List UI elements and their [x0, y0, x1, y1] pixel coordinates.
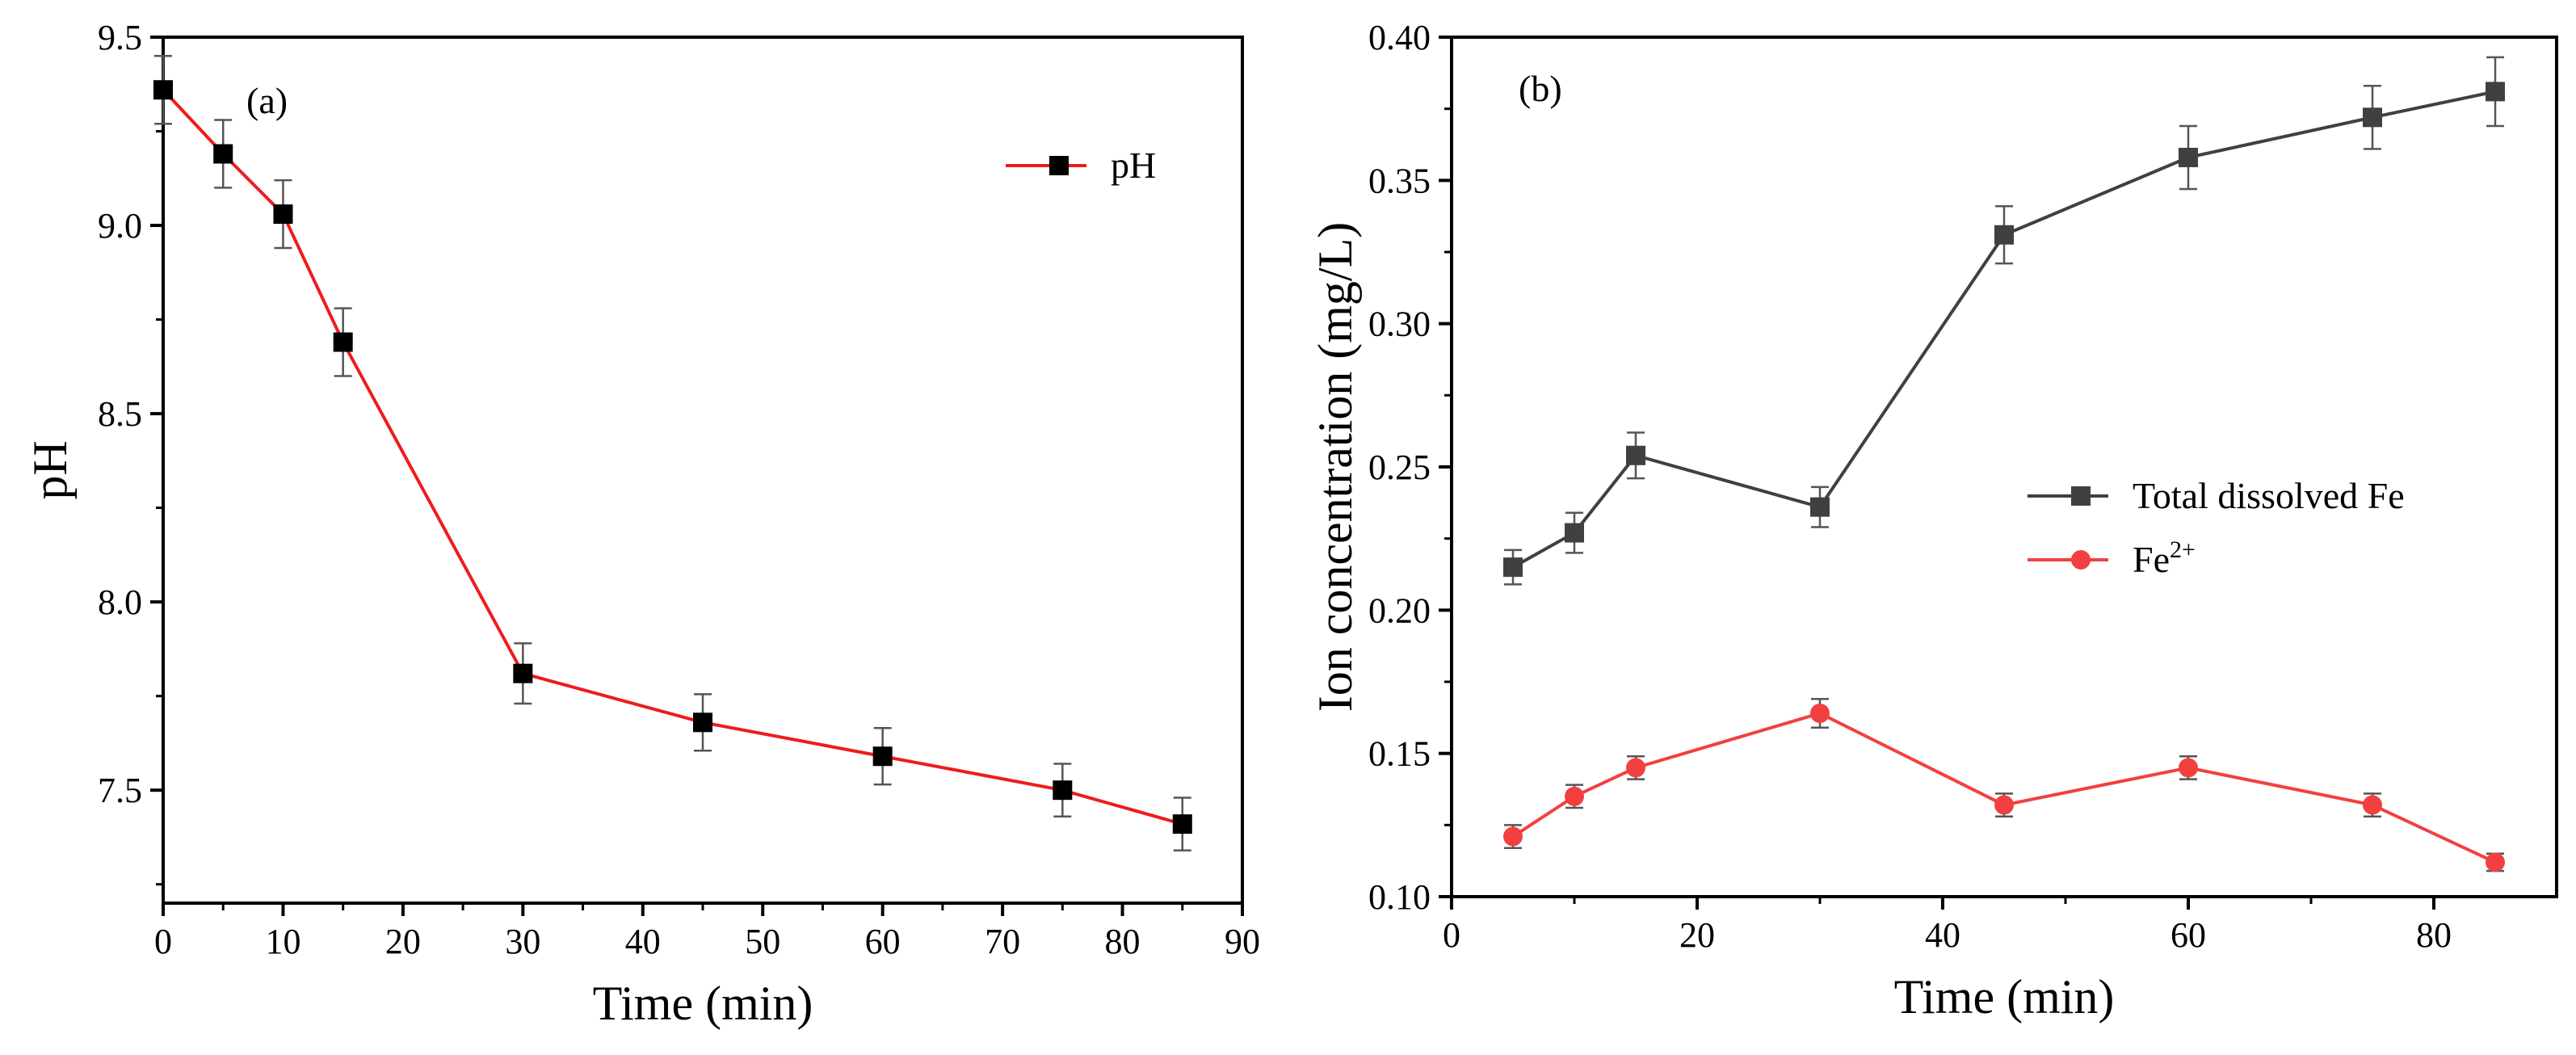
- data-point: [513, 663, 533, 683]
- legend-label: Fe2+: [2133, 536, 2196, 580]
- legend-marker: [1049, 156, 1069, 175]
- series-line: [1511, 711, 2496, 864]
- data-point: [2179, 147, 2198, 167]
- x-tick-label: 40: [1925, 915, 1960, 955]
- y-tick-label: 0.25: [1368, 448, 1431, 487]
- y-tick-label: 0.35: [1368, 161, 1431, 200]
- y-tick-label: 9.0: [98, 206, 142, 246]
- y-tick-label: 0.10: [1368, 877, 1431, 917]
- y-tick-label: 0.15: [1368, 734, 1431, 774]
- legend-marker: [2071, 550, 2091, 570]
- y-axis-label: pH: [23, 440, 77, 499]
- data-point: [213, 144, 233, 164]
- x-tick-label: 30: [505, 922, 540, 961]
- x-axis-label: Time (min): [1894, 970, 2115, 1023]
- legend-label: pH: [1111, 145, 1156, 186]
- x-tick-label: 20: [385, 922, 421, 961]
- x-tick-label: 90: [1225, 922, 1260, 961]
- y-tick-label: 0.40: [1368, 18, 1431, 57]
- x-tick-label: 70: [985, 922, 1020, 961]
- data-point: [1626, 758, 1645, 778]
- data-point: [1565, 523, 1584, 543]
- legend-entry: Total dissolved Fe: [2028, 475, 2405, 516]
- data-point: [333, 332, 353, 352]
- x-tick-label: 0: [154, 922, 172, 961]
- panel-b-chart: 0 20 40 60 80 0.10 0.15 0.20 0.25 0.30 0.35 0.40 Tim…: [1309, 18, 2558, 1023]
- data-point: [1565, 786, 1584, 806]
- x-tick-label: 20: [1679, 915, 1715, 955]
- series-total-dissolved-fe: [1503, 56, 2505, 586]
- data-point: [2486, 852, 2505, 872]
- legend-entry: Fe2+: [2028, 536, 2196, 580]
- legend-entry: pH: [1006, 145, 1156, 186]
- panel-label: (b): [1519, 68, 1562, 109]
- data-point: [153, 80, 173, 100]
- data-point: [2363, 107, 2382, 128]
- data-point: [1503, 826, 1523, 847]
- data-point: [1810, 497, 1830, 517]
- x-tick-label: 40: [625, 922, 661, 961]
- series-line: [1512, 90, 2496, 569]
- data-point: [693, 712, 712, 733]
- x-tick-label: 0: [1443, 915, 1460, 955]
- data-point: [872, 746, 893, 767]
- y-tick-label: 9.5: [98, 18, 142, 57]
- y-tick-label: 0.30: [1368, 305, 1431, 344]
- series-fe2-: [1503, 698, 2505, 872]
- x-tick-label: 80: [2416, 915, 2452, 955]
- data-point: [1172, 814, 1192, 834]
- data-point: [2486, 82, 2505, 102]
- x-tick-label: 60: [2170, 915, 2206, 955]
- data-point: [1626, 445, 1645, 465]
- x-axis-label: Time (min): [593, 977, 813, 1030]
- x-tick-label: 50: [745, 922, 780, 961]
- series-line: [162, 88, 1183, 826]
- y-tick-label: 8.5: [98, 394, 142, 434]
- data-point: [2363, 795, 2382, 815]
- x-tick-label: 60: [865, 922, 901, 961]
- legend-marker: [2071, 486, 2091, 506]
- plot-frame: [1450, 36, 2558, 898]
- y-tick-label: 0.20: [1368, 591, 1431, 630]
- data-point: [1994, 795, 2014, 815]
- legend-label: Total dissolved Fe: [2133, 475, 2405, 516]
- y-axis-label: Ion concentration (mg/L): [1309, 222, 1362, 712]
- panel-label: (a): [246, 80, 288, 121]
- y-tick-label: 7.5: [98, 771, 142, 810]
- series-ph: [153, 55, 1192, 851]
- x-tick-label: 10: [265, 922, 300, 961]
- data-point: [1810, 704, 1830, 724]
- x-tick-label: 80: [1105, 922, 1141, 961]
- data-point: [2179, 758, 2198, 778]
- y-tick-label: 8.0: [98, 582, 142, 622]
- data-point: [1994, 225, 2014, 245]
- data-point: [1053, 780, 1073, 801]
- data-point: [1503, 557, 1523, 578]
- data-point: [273, 204, 293, 225]
- panel-a-chart: 0 10 20 30 40 50 60 70 80 90 7.5 8.0 8.5 9.0 9.5 Time (…: [23, 18, 1260, 1030]
